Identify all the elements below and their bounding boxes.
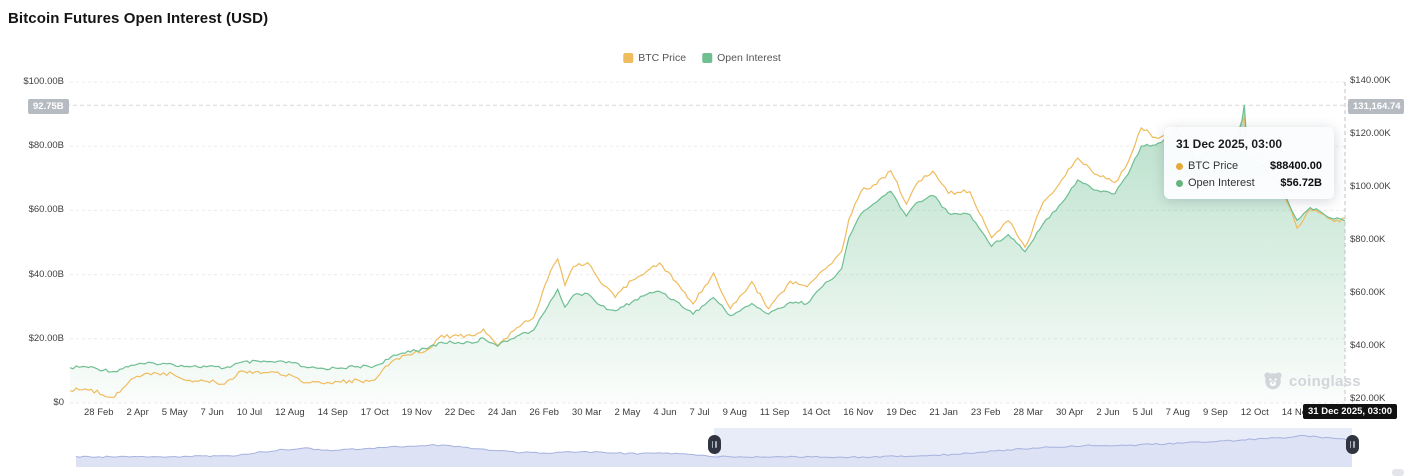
open-interest-high-badge: 92.75B: [28, 99, 69, 114]
x-axis-label: 7 Jun: [200, 407, 224, 418]
x-axis-label: 5 Jul: [1132, 407, 1153, 418]
x-axis-label: 9 Aug: [722, 407, 747, 418]
legend-label: Open Interest: [717, 52, 781, 64]
left-y-axis-label: $60.00B: [28, 204, 64, 216]
tooltip-date: 31 Dec 2025, 03:00: [1176, 137, 1283, 151]
tooltip-series-value: $56.72B: [1280, 177, 1322, 189]
left-y-axis-label: $20.00B: [28, 332, 64, 344]
tooltip-series-name: Open Interest: [1188, 177, 1255, 189]
x-axis-label: 19 Dec: [886, 407, 917, 418]
x-axis-label: 22 Dec: [444, 407, 475, 418]
tooltip-row-open-interest: Open Interest $56.72B: [1176, 177, 1322, 189]
legend-item-btc-price[interactable]: BTC Price: [623, 52, 686, 64]
x-axis-label: 7 Jul: [689, 407, 710, 418]
right-y-axis-label: $20.00K: [1350, 393, 1386, 404]
tooltip-series-value: $88400.00: [1270, 160, 1322, 172]
page-title: Bitcoin Futures Open Interest (USD): [8, 10, 269, 27]
x-axis-label: 24 Jan: [487, 407, 517, 418]
legend-label: BTC Price: [638, 52, 687, 64]
x-axis-label: 28 Feb: [84, 407, 114, 418]
tooltip-row-btc-price: BTC Price $88400.00: [1176, 160, 1322, 172]
x-axis-label: 30 Apr: [1055, 407, 1084, 418]
x-axis-label: 2 May: [614, 407, 641, 418]
right-y-axis-label: $60.00K: [1350, 287, 1386, 298]
open-interest-dot-icon: [1176, 179, 1183, 187]
x-axis-label: 14 Sep: [317, 407, 348, 418]
x-axis-label: 2 Jun: [1096, 407, 1120, 418]
open-interest-swatch-icon: [702, 53, 713, 63]
btc-price-dot-icon: [1176, 162, 1183, 170]
right-y-axis-label: $120.00K: [1350, 128, 1391, 139]
coinglass-bear-logo-icon: [1264, 372, 1282, 390]
x-axis-label: 17 Oct: [360, 407, 389, 418]
x-axis-label: 16 Nov: [843, 407, 874, 418]
x-axis-label: 28 Mar: [1013, 407, 1043, 418]
x-axis-label: 14 Nov: [1281, 407, 1312, 418]
x-axis-label: 21 Jan: [929, 407, 958, 418]
legend-item-open-interest[interactable]: Open Interest: [702, 52, 781, 64]
btc-price-swatch-icon: [623, 53, 634, 63]
left-y-axis-label: $100.00B: [23, 76, 64, 87]
x-axis-label: 9 Sep: [1202, 407, 1228, 418]
navigator-left-handle[interactable]: [707, 435, 721, 454]
watermark-text: coinglass: [1289, 372, 1361, 390]
hover-tooltip: 31 Dec 2025, 03:00 BTC Price $88400.00 O…: [1164, 127, 1334, 199]
navigator-right-handle[interactable]: [1345, 435, 1359, 454]
x-axis-label: 23 Feb: [970, 407, 1001, 418]
left-y-axis-label: $40.00B: [28, 268, 64, 280]
x-axis-label: 12 Oct: [1240, 407, 1269, 418]
btc-price-high-badge: 131,164.74: [1348, 99, 1404, 114]
x-axis-label: 10 Jul: [236, 407, 263, 418]
coinglass-watermark: coinglass: [1262, 370, 1361, 392]
x-axis-label: 30 Mar: [571, 407, 602, 418]
x-axis-label: 4 Jun: [653, 407, 677, 418]
right-y-axis-label: $100.00K: [1350, 181, 1391, 192]
x-axis-label: 26 Feb: [529, 407, 559, 418]
x-axis-label: 11 Sep: [759, 407, 790, 418]
right-y-axis-label: $80.00K: [1350, 234, 1386, 245]
right-y-axis-label: $40.00K: [1350, 340, 1386, 351]
right-y-axis-label: $140.00K: [1350, 75, 1391, 86]
x-axis-label: 5 May: [161, 407, 188, 418]
crosshair-date-badge: 31 Dec 2025, 03:00: [1303, 404, 1397, 419]
x-axis-label: 7 Aug: [1165, 407, 1190, 418]
scrollbar-corner[interactable]: [1392, 469, 1404, 476]
x-axis: 28 Feb 2 Apr 5 May 7 Jun 10 Jul 12 Aug 14 Sep 1…: [84, 407, 1312, 418]
tooltip-series-name: BTC Price: [1188, 160, 1239, 172]
x-axis-label: 14 Oct: [802, 407, 831, 418]
left-y-axis-label: $80.00B: [28, 140, 64, 152]
x-axis-label: 12 Aug: [275, 407, 305, 418]
chart-legend: BTC Price Open Interest: [623, 52, 781, 64]
x-axis-label: 2 Apr: [126, 407, 149, 418]
left-y-axis-label: $0: [53, 397, 64, 408]
x-axis-label: 19 Nov: [401, 407, 432, 418]
